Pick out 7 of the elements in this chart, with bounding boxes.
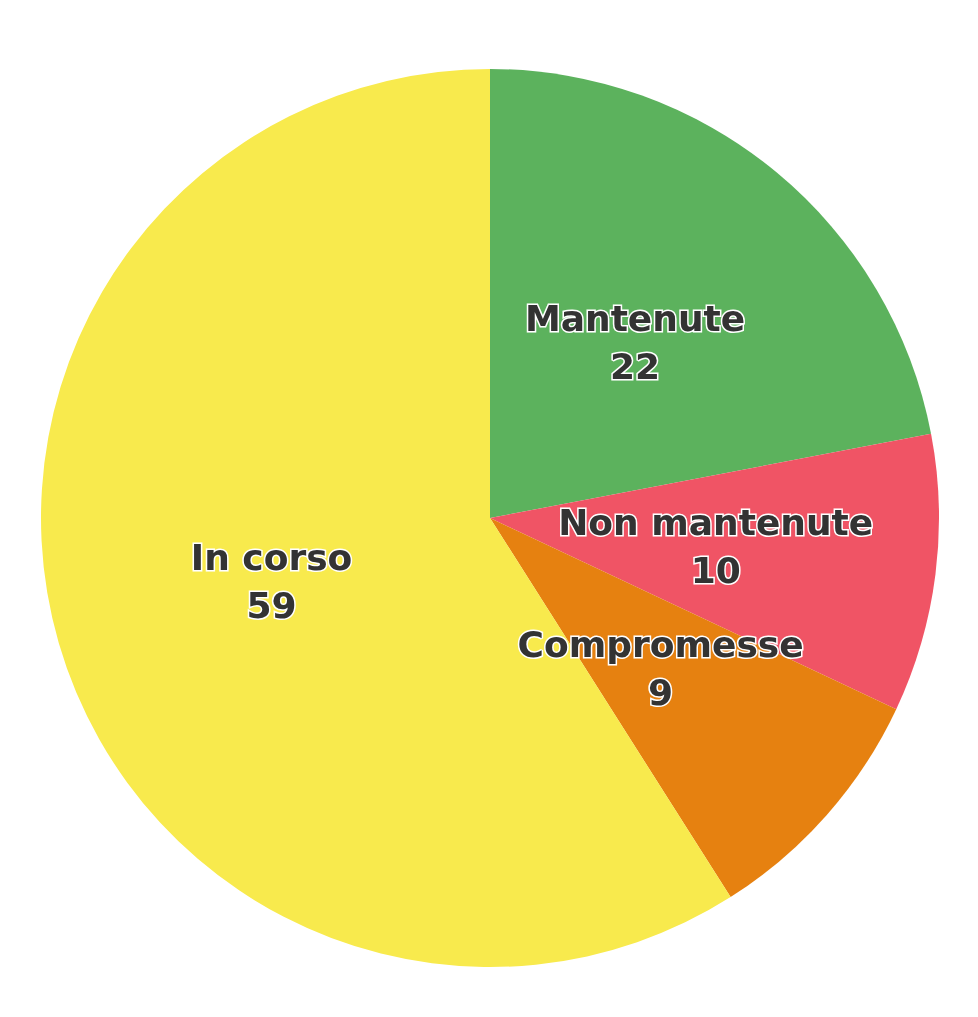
data-label: 22 bbox=[609, 346, 661, 388]
slice-label: Mantenute bbox=[524, 298, 746, 340]
data-label: 10 bbox=[690, 550, 741, 592]
slice-label: Non mantenute bbox=[558, 502, 874, 544]
data-label: 59 bbox=[246, 584, 297, 626]
slice-label: In corso bbox=[190, 536, 353, 578]
data-label: 9 bbox=[648, 671, 674, 713]
